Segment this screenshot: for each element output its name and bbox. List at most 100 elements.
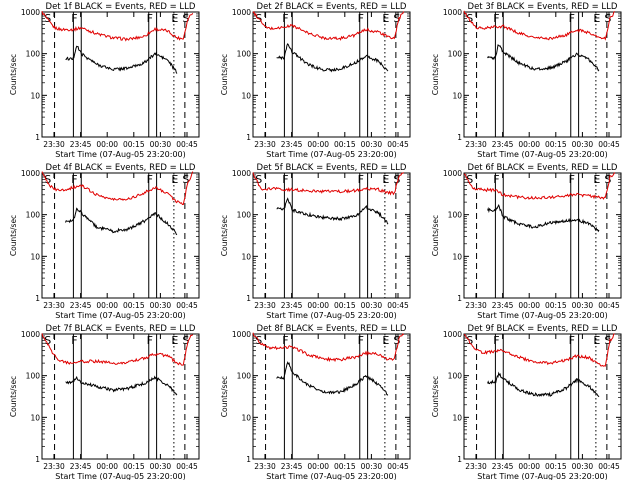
event-marker-label: E	[593, 334, 600, 347]
event-marker-label: F	[493, 12, 499, 25]
event-marker-label: F	[282, 173, 288, 186]
y-axis-label: Counts/sec	[9, 376, 18, 417]
event-marker-label: E	[382, 173, 389, 186]
series-lld-line	[252, 332, 405, 363]
y-tick-label: 1	[457, 294, 462, 303]
event-marker-label: F	[493, 334, 499, 347]
event-marker-label: S	[182, 173, 189, 186]
event-marker-label: S	[182, 12, 189, 25]
y-tick-label: 1000	[21, 330, 40, 339]
y-tick-label: 1000	[443, 8, 462, 17]
x-tick-label: 00:15	[334, 140, 356, 149]
x-tick-label: 23:45	[492, 140, 514, 149]
panel-title: Det 3f BLACK = Events, RED = LLD	[468, 2, 618, 12]
y-tick-label: 1	[35, 294, 40, 303]
event-marker-label: F	[569, 334, 575, 347]
y-tick-label: 100	[26, 372, 41, 381]
y-tick-label: 1000	[232, 330, 251, 339]
x-tick-label: 00:45	[598, 462, 620, 471]
plot-frame	[41, 11, 200, 138]
y-tick-label: 10	[241, 252, 251, 261]
x-tick-label: 00:45	[387, 462, 409, 471]
x-tick-label: 00:45	[176, 462, 198, 471]
x-tick-label: 00:00	[518, 462, 540, 471]
event-marker-label: S	[393, 12, 400, 25]
y-tick-label: 10	[452, 252, 462, 261]
x-tick-label: 00:30	[572, 301, 594, 310]
x-tick-label: 00:30	[361, 140, 383, 149]
plot-frame	[252, 333, 411, 460]
y-tick-label: 10	[452, 413, 462, 422]
y-tick-label: 100	[26, 211, 41, 220]
x-tick-label: 00:15	[545, 301, 567, 310]
x-tick-label: 00:15	[334, 301, 356, 310]
y-tick-label: 10	[452, 91, 462, 100]
y-tick-label: 10	[241, 413, 251, 422]
event-marker-label: F	[358, 12, 364, 25]
y-tick-label: 10	[30, 413, 40, 422]
event-marker-label: S	[466, 12, 473, 25]
x-tick-label: 00:45	[598, 140, 620, 149]
x-tick-label: 23:45	[492, 462, 514, 471]
event-marker-label: S	[44, 334, 51, 347]
panel-3: Det 3f BLACK = Events, RED = LLD 1 10 100 10…	[431, 2, 622, 159]
x-tick-label: 00:30	[150, 301, 172, 310]
event-marker-label: F	[358, 334, 364, 347]
y-tick-label: 1	[35, 133, 40, 142]
event-marker-label: S	[393, 334, 400, 347]
event-marker-label: S	[604, 173, 611, 186]
panel-title: Det 5f BLACK = Events, RED = LLD	[257, 163, 407, 173]
x-tick-label: 23:30	[465, 462, 487, 471]
y-tick-label: 10	[30, 91, 40, 100]
panel-9: Det 9f BLACK = Events, RED = LLD 1 10 100 10…	[431, 324, 622, 480]
series-lld-line	[41, 10, 194, 42]
x-tick-label: 00:00	[518, 301, 540, 310]
event-marker-label: F	[147, 334, 153, 347]
x-axis-label: Start Time (07-Aug-05 23:20:00)	[55, 472, 186, 480]
series-lld-line	[463, 333, 615, 367]
x-tick-label: 23:45	[70, 462, 92, 471]
panel-title: Det 6f BLACK = Events, RED = LLD	[468, 163, 618, 173]
y-tick-label: 1	[35, 455, 40, 464]
event-marker-label: S	[604, 12, 611, 25]
panel-title: Det 4f BLACK = Events, RED = LLD	[46, 163, 196, 173]
y-tick-label: 1	[457, 455, 462, 464]
panel-title: Det 2f BLACK = Events, RED = LLD	[257, 2, 407, 12]
y-axis-label: Counts/sec	[220, 376, 229, 417]
y-axis-label: Counts/sec	[431, 376, 440, 417]
y-tick-label: 1000	[232, 169, 251, 178]
series-events-line	[65, 45, 178, 74]
event-marker-label: E	[171, 334, 178, 347]
series-events-line	[487, 204, 600, 233]
x-tick-label: 00:00	[518, 140, 540, 149]
x-tick-label: 23:45	[70, 301, 92, 310]
event-marker-label: E	[382, 334, 389, 347]
y-tick-label: 1	[246, 455, 251, 464]
x-tick-label: 00:30	[572, 140, 594, 149]
x-tick-label: 00:00	[307, 140, 329, 149]
event-marker-label: F	[493, 173, 499, 186]
y-axis-label: Counts/sec	[9, 54, 18, 95]
panel-title: Det 1f BLACK = Events, RED = LLD	[46, 2, 196, 12]
x-tick-label: 23:30	[43, 140, 65, 149]
series-events-line	[276, 361, 389, 396]
x-axis-label: Start Time (07-Aug-05 23:20:00)	[477, 150, 608, 159]
x-tick-label: 00:15	[123, 301, 145, 310]
event-marker-label: F	[569, 12, 575, 25]
event-marker-label: F	[71, 334, 77, 347]
x-tick-label: 00:30	[572, 462, 594, 471]
y-tick-label: 100	[237, 50, 252, 59]
y-tick-label: 1000	[21, 8, 40, 17]
y-tick-label: 1000	[21, 169, 40, 178]
event-marker-label: F	[282, 334, 288, 347]
plot-frame	[252, 11, 411, 138]
y-axis-label: Counts/sec	[220, 215, 229, 256]
x-tick-label: 23:45	[492, 301, 514, 310]
y-tick-label: 10	[30, 252, 40, 261]
panel-7: Det 7f BLACK = Events, RED = LLD 1 10 100 10…	[9, 324, 200, 480]
x-tick-label: 00:30	[361, 301, 383, 310]
y-tick-label: 1000	[232, 8, 251, 17]
event-marker-label: S	[255, 173, 262, 186]
panel-6: Det 6f BLACK = Events, RED = LLD 1 10 100 10…	[431, 163, 622, 320]
